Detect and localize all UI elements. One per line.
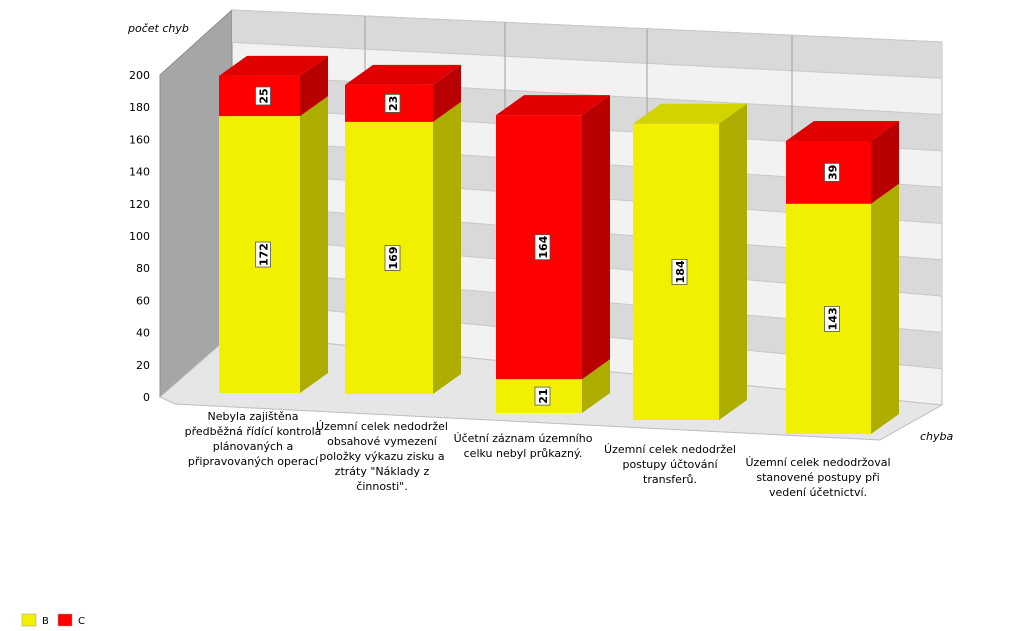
data-label-text: 21 xyxy=(537,388,550,403)
data-label-box xyxy=(255,241,271,268)
category-label-line: položky výkazu zisku a xyxy=(319,450,444,463)
bar-side-B xyxy=(871,183,899,434)
category-label-line: Nebyla zajištěna xyxy=(208,410,299,423)
grid-line xyxy=(231,41,943,79)
data-label-box xyxy=(255,86,271,106)
data-label-C: 23 xyxy=(384,93,401,113)
category-label-line: Účetní záznam územního xyxy=(454,432,593,445)
y-tick-label: 140 xyxy=(129,166,150,179)
category-label-line: Územní celek nedodržel xyxy=(604,443,736,456)
bar-side-C xyxy=(871,120,899,204)
legend-label-C: C xyxy=(78,616,85,627)
category-labels: Nebyla zajištěna předběžná řídící kontrol… xyxy=(185,410,891,499)
category-label-line: transferů. xyxy=(643,473,697,486)
x-axis-title: chyba xyxy=(920,430,954,443)
y-tick-label: 40 xyxy=(136,327,150,340)
category-label: Územní celek nedodržel postupy účtování tr… xyxy=(604,443,736,486)
data-label-B: 169 xyxy=(384,245,401,271)
category-label-line: celku nebyl průkazný. xyxy=(464,447,583,460)
y-tick-label: 80 xyxy=(136,262,150,275)
grid-line xyxy=(231,9,943,43)
bar-side-B xyxy=(719,103,747,420)
legend-label-B: B xyxy=(42,616,49,627)
data-label-B: 184 xyxy=(671,258,688,285)
bar-top-B xyxy=(633,103,747,124)
y-tick-label: 0 xyxy=(143,391,150,404)
category-label-line: vedení účetnictví. xyxy=(769,486,867,499)
bar-side-C xyxy=(433,64,461,122)
y-tick-label: 180 xyxy=(129,101,150,114)
y-axis-title: počet chyb xyxy=(127,22,189,35)
legend-swatch-B xyxy=(21,613,37,627)
data-label-box xyxy=(384,245,401,271)
category-label: Územní celek nedodržoval stanovené postup… xyxy=(745,456,890,499)
bar-top-C xyxy=(786,120,899,141)
category-label-line: předběžná řídící kontrola xyxy=(185,425,322,438)
category-label-line: plánovaných a xyxy=(213,440,293,453)
data-label-B: 143 xyxy=(824,305,840,332)
y-tick-label: 20 xyxy=(136,359,150,372)
y-tick-label: 120 xyxy=(129,198,150,211)
data-label-C: 25 xyxy=(255,86,271,106)
data-label-box xyxy=(824,305,840,332)
category-label: Účetní záznam územního celku nebyl průkaz… xyxy=(454,432,593,460)
y-ticks: 0 20 40 60 80 100 120 140 160 180 200 xyxy=(129,69,150,404)
data-label-box xyxy=(534,386,551,406)
category-label-line: stanovené postupy při xyxy=(756,471,879,484)
data-label-B: 21 xyxy=(534,386,551,406)
data-label-text: 164 xyxy=(537,235,550,258)
bar-top-C xyxy=(345,64,461,85)
bar-top-C xyxy=(496,95,610,116)
category-label-line: Územní celek nedodržoval xyxy=(745,456,890,469)
category-label-line: ztráty "Náklady z xyxy=(335,465,430,478)
category-label-line: připravovaných operací xyxy=(188,455,319,468)
category-label-line: činnosti". xyxy=(356,480,407,493)
data-label-box xyxy=(384,93,401,113)
data-label-box xyxy=(671,258,688,285)
data-label-text: 23 xyxy=(387,96,400,111)
bar-side-C xyxy=(582,95,610,380)
category-label: Nebyla zajištěna předběžná řídící kontrol… xyxy=(185,410,322,468)
bar-side-B xyxy=(582,359,610,413)
grid-band xyxy=(232,10,942,79)
data-label-text: 39 xyxy=(827,165,840,180)
data-label-box xyxy=(824,162,840,182)
data-label-box xyxy=(534,234,551,261)
data-label-C: 39 xyxy=(824,162,840,182)
category-label: Územní celek nedodržel obsahové vymezení p… xyxy=(316,420,448,493)
data-label-text: 184 xyxy=(674,260,687,283)
data-label-text: 169 xyxy=(387,246,400,269)
data-label-text: 25 xyxy=(258,88,271,103)
data-labels: 172 25 169 23 21 164 184 143 39 xyxy=(255,86,840,406)
y-tick-label: 160 xyxy=(129,133,150,146)
bar-top-C xyxy=(219,55,328,76)
y-tick-label: 200 xyxy=(129,69,150,82)
data-label-text: 143 xyxy=(827,307,840,330)
category-label-line: obsahové vymezení xyxy=(327,435,438,448)
category-label-line: postupy účtování xyxy=(622,458,718,471)
data-label-C: 164 xyxy=(534,234,551,261)
data-label-text: 172 xyxy=(258,243,271,266)
category-label-line: Územní celek nedodržel xyxy=(316,420,448,433)
data-label-B: 172 xyxy=(255,241,271,268)
bar-side-B xyxy=(300,96,328,393)
legend-swatch-C xyxy=(57,613,73,627)
y-tick-label: 100 xyxy=(129,230,150,243)
bar-side-B xyxy=(433,101,461,394)
bar-side-C xyxy=(300,55,328,117)
y-tick-label: 60 xyxy=(136,294,150,307)
